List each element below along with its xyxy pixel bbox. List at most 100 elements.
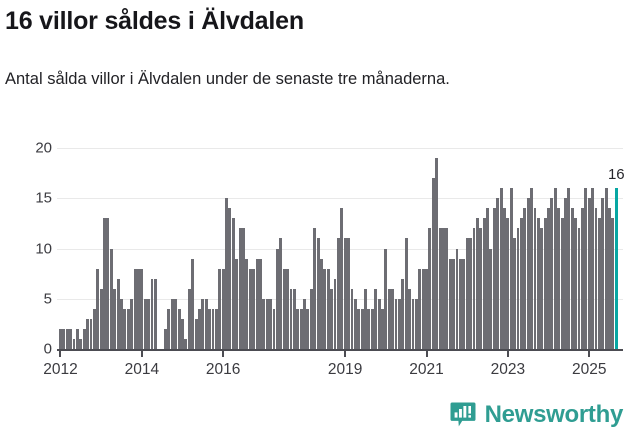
bar[interactable] (238, 228, 242, 349)
bar[interactable] (228, 208, 232, 349)
bar[interactable] (296, 308, 300, 349)
bar[interactable] (458, 258, 462, 349)
bar[interactable] (574, 218, 578, 349)
bar[interactable] (347, 238, 351, 349)
bar[interactable] (211, 308, 215, 349)
bar[interactable] (330, 288, 334, 349)
bar[interactable] (465, 238, 469, 349)
bar[interactable] (523, 208, 527, 349)
bar[interactable] (201, 298, 205, 349)
bar[interactable] (492, 208, 496, 349)
bar[interactable] (96, 268, 100, 349)
bar[interactable] (564, 198, 567, 349)
bar[interactable] (282, 268, 286, 349)
bar[interactable] (530, 188, 534, 349)
bar[interactable] (594, 208, 598, 349)
bar[interactable] (489, 248, 493, 349)
bar[interactable] (65, 328, 69, 349)
bar[interactable] (82, 328, 86, 349)
bar[interactable] (469, 238, 473, 349)
bar[interactable] (225, 198, 228, 349)
bar[interactable] (272, 308, 276, 349)
bar[interactable] (181, 318, 184, 349)
bar[interactable] (59, 328, 62, 349)
bar[interactable] (614, 188, 618, 349)
bar[interactable] (99, 288, 103, 349)
bar[interactable] (133, 268, 137, 349)
bar[interactable] (475, 218, 479, 349)
bar[interactable] (126, 308, 130, 349)
bar[interactable] (123, 308, 127, 349)
bar[interactable] (106, 218, 110, 349)
bar[interactable] (425, 268, 428, 349)
bar[interactable] (550, 198, 554, 349)
bar[interactable] (150, 278, 154, 349)
bar[interactable] (164, 328, 167, 349)
bar[interactable] (130, 298, 134, 349)
bar[interactable] (536, 218, 540, 349)
bar[interactable] (265, 298, 269, 349)
bar[interactable] (587, 198, 591, 349)
bar[interactable] (462, 258, 466, 349)
bar[interactable] (418, 268, 422, 349)
bar[interactable] (153, 278, 157, 349)
bar[interactable] (591, 188, 595, 349)
bar[interactable] (303, 298, 306, 349)
bar[interactable] (323, 268, 327, 349)
bar[interactable] (442, 228, 445, 349)
bar[interactable] (357, 308, 361, 349)
bar[interactable] (503, 208, 506, 349)
bar[interactable] (438, 228, 442, 349)
bar[interactable] (242, 228, 245, 349)
bar[interactable] (279, 238, 283, 349)
bar[interactable] (214, 308, 218, 349)
bar[interactable] (79, 338, 83, 349)
bar[interactable] (472, 228, 476, 349)
bar[interactable] (506, 218, 510, 349)
bar[interactable] (143, 298, 147, 349)
bar[interactable] (414, 298, 418, 349)
bar[interactable] (553, 188, 557, 349)
bar[interactable] (580, 208, 584, 349)
bar[interactable] (86, 318, 90, 349)
bar[interactable] (194, 318, 198, 349)
bar[interactable] (408, 288, 412, 349)
bar[interactable] (343, 238, 347, 349)
bar[interactable] (486, 208, 489, 349)
bar[interactable] (567, 188, 571, 349)
bar[interactable] (570, 208, 574, 349)
bar[interactable] (275, 248, 279, 349)
bar[interactable] (543, 218, 547, 349)
bar[interactable] (336, 238, 340, 349)
bar[interactable] (72, 338, 76, 349)
bar[interactable] (255, 258, 259, 349)
bar[interactable] (411, 298, 415, 349)
bar[interactable] (69, 328, 73, 349)
bar[interactable] (221, 268, 225, 349)
bar[interactable] (377, 298, 381, 349)
bar[interactable] (519, 218, 523, 349)
bar[interactable] (286, 268, 290, 349)
bar[interactable] (316, 238, 320, 349)
bar[interactable] (340, 208, 344, 349)
bar[interactable] (218, 268, 222, 349)
bar[interactable] (496, 198, 500, 349)
bar[interactable] (309, 288, 313, 349)
bar[interactable] (364, 288, 367, 349)
bar[interactable] (435, 158, 439, 349)
bar[interactable] (384, 248, 388, 349)
bar[interactable] (601, 198, 605, 349)
bar[interactable] (204, 298, 208, 349)
bar[interactable] (557, 208, 561, 349)
bar[interactable] (431, 178, 435, 349)
bar[interactable] (479, 228, 483, 349)
bar[interactable] (313, 228, 317, 349)
bar[interactable] (245, 258, 249, 349)
bar[interactable] (360, 308, 364, 349)
bar[interactable] (516, 228, 520, 349)
bar[interactable] (428, 228, 432, 349)
bar[interactable] (367, 308, 371, 349)
bar[interactable] (174, 298, 178, 349)
bar[interactable] (62, 328, 66, 349)
bar[interactable] (560, 218, 564, 349)
